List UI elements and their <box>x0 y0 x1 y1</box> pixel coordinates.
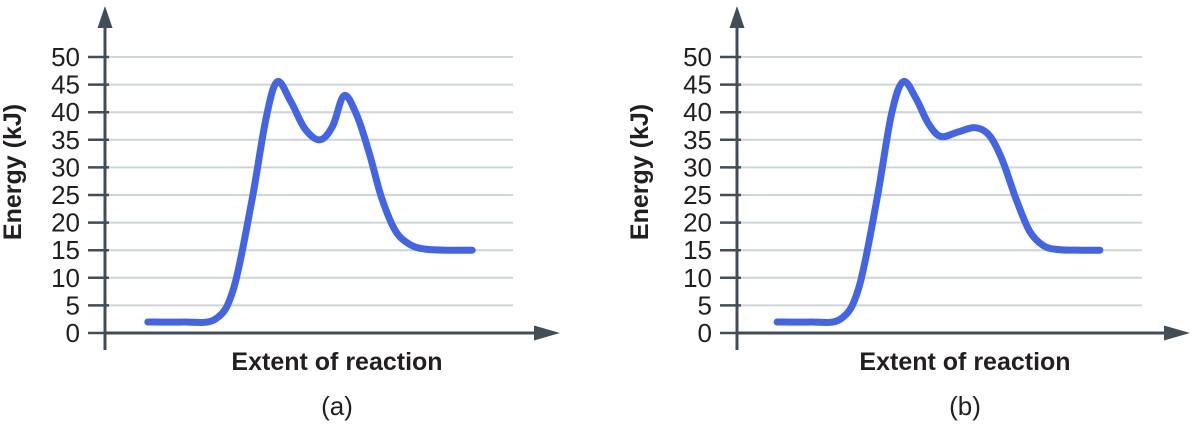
y-tick-label: 5 <box>66 290 80 320</box>
y-tick-label: 25 <box>683 180 712 210</box>
y-tick-label: 15 <box>683 235 712 265</box>
y-tick-label: 10 <box>683 263 712 293</box>
y-tick-label: 0 <box>66 318 80 348</box>
y-tick-label: 20 <box>51 208 80 238</box>
y-tick-label: 50 <box>683 42 712 72</box>
y-tick-label: 25 <box>51 180 80 210</box>
energy-curve <box>773 77 1104 326</box>
axes <box>729 6 1190 350</box>
x-axis-arrow-icon <box>534 325 560 341</box>
y-tick-label: 20 <box>683 208 712 238</box>
gridlines <box>737 56 1142 307</box>
y-tick-label: 35 <box>683 125 712 155</box>
y-tick-label: 40 <box>51 97 80 127</box>
energy-profile-curve <box>773 77 1104 326</box>
x-axis-arrow-icon <box>1164 325 1190 341</box>
chart-b: 0 5 10 15 20 25 30 35 40 45 50 Energy (kJ) Extent … <box>600 0 1200 428</box>
y-tick-marks <box>720 55 741 335</box>
y-axis-arrow-icon <box>729 6 745 28</box>
x-axis-label: Extent of reaction <box>231 348 442 376</box>
y-tick-label: 0 <box>698 318 712 348</box>
chart-caption-a: (a) <box>321 391 353 421</box>
y-tick-label: 35 <box>51 125 80 155</box>
y-tick-label: 15 <box>51 235 80 265</box>
y-tick-label: 30 <box>51 152 80 182</box>
energy-profile-curve <box>144 78 476 326</box>
energy-curve <box>144 78 476 326</box>
y-tick-label: 45 <box>683 70 712 100</box>
chart-caption-b: (b) <box>949 391 981 421</box>
y-axis-arrow-icon <box>97 6 113 28</box>
y-tick-marks <box>88 55 109 335</box>
y-tick-label: 50 <box>51 42 80 72</box>
y-tick-label: 5 <box>698 290 712 320</box>
gridlines <box>105 56 513 307</box>
y-axis-label: Energy (kJ) <box>626 104 654 240</box>
y-tick-label: 45 <box>51 70 80 100</box>
chart-a: 0 5 10 15 20 25 30 35 40 45 50 Energy (kJ) Extent … <box>0 6 560 421</box>
y-tick-label: 40 <box>683 97 712 127</box>
axes <box>97 6 560 350</box>
y-tick-label: 30 <box>683 152 712 182</box>
y-tick-label: 10 <box>51 263 80 293</box>
y-axis-label: Energy (kJ) <box>0 104 27 240</box>
x-axis-label: Extent of reaction <box>859 348 1070 376</box>
